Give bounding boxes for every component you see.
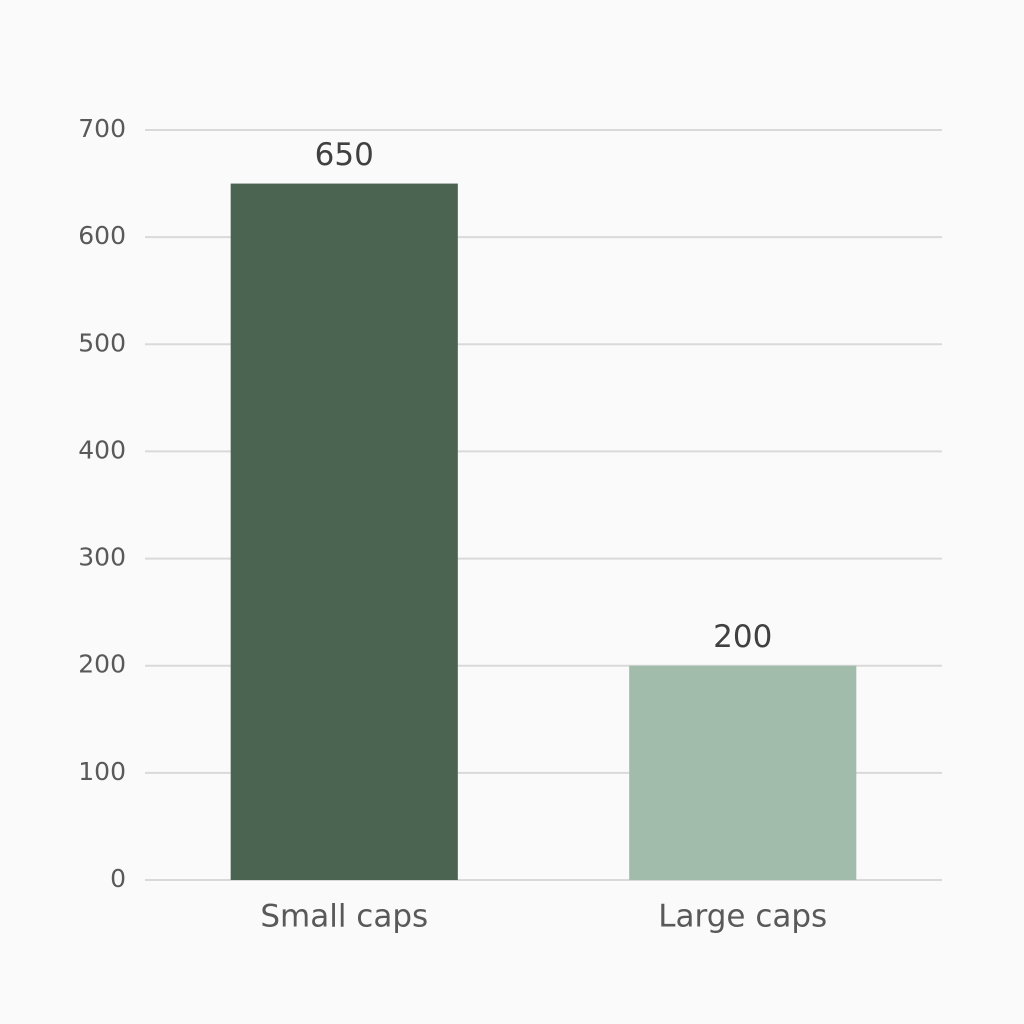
value-label: 200 [713,619,772,655]
x-tick-label: Large caps [658,899,827,935]
y-tick-label: 700 [78,114,126,143]
y-tick-label: 400 [78,435,126,464]
y-tick-label: 100 [78,757,126,786]
y-tick-label: 500 [78,328,126,357]
value-label: 650 [315,137,374,173]
y-tick-label: 0 [110,864,126,893]
bar [230,183,458,881]
y-tick-label: 600 [78,221,126,250]
x-tick-label: Small caps [260,899,428,935]
y-tick-label: 300 [78,543,126,572]
bar [629,665,857,880]
y-tick-label: 200 [78,650,126,679]
